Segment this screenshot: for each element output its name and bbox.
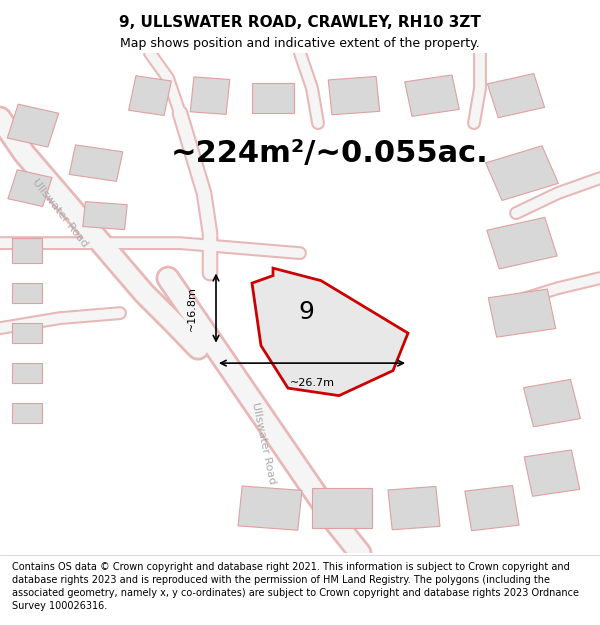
- Text: ~26.7m: ~26.7m: [290, 378, 335, 388]
- Polygon shape: [312, 488, 372, 528]
- Polygon shape: [487, 217, 557, 269]
- Polygon shape: [69, 145, 123, 181]
- Polygon shape: [487, 74, 545, 118]
- Polygon shape: [8, 170, 52, 206]
- Polygon shape: [12, 323, 42, 343]
- Polygon shape: [12, 283, 42, 303]
- Text: Contains OS data © Crown copyright and database right 2021. This information is : Contains OS data © Crown copyright and d…: [12, 562, 579, 611]
- Polygon shape: [83, 202, 127, 229]
- Polygon shape: [190, 77, 230, 114]
- Text: Ullswater Road: Ullswater Road: [31, 177, 89, 249]
- Polygon shape: [488, 289, 556, 337]
- Polygon shape: [465, 486, 519, 531]
- Polygon shape: [524, 450, 580, 496]
- Text: ~224m²/~0.055ac.: ~224m²/~0.055ac.: [171, 139, 489, 168]
- Text: Ullswater Road: Ullswater Road: [250, 401, 278, 485]
- Polygon shape: [12, 363, 42, 383]
- Polygon shape: [12, 403, 42, 423]
- Polygon shape: [252, 83, 294, 113]
- Polygon shape: [328, 76, 380, 115]
- Text: 9: 9: [298, 300, 314, 324]
- Polygon shape: [405, 75, 459, 116]
- Polygon shape: [524, 379, 580, 427]
- Polygon shape: [128, 76, 172, 116]
- Polygon shape: [388, 486, 440, 530]
- Text: ~16.8m: ~16.8m: [187, 286, 197, 331]
- Polygon shape: [238, 486, 302, 530]
- Text: Map shows position and indicative extent of the property.: Map shows position and indicative extent…: [120, 38, 480, 50]
- Polygon shape: [7, 104, 59, 147]
- Polygon shape: [12, 238, 42, 263]
- Text: 9, ULLSWATER ROAD, CRAWLEY, RH10 3ZT: 9, ULLSWATER ROAD, CRAWLEY, RH10 3ZT: [119, 15, 481, 30]
- Polygon shape: [485, 146, 559, 201]
- Polygon shape: [252, 268, 408, 396]
